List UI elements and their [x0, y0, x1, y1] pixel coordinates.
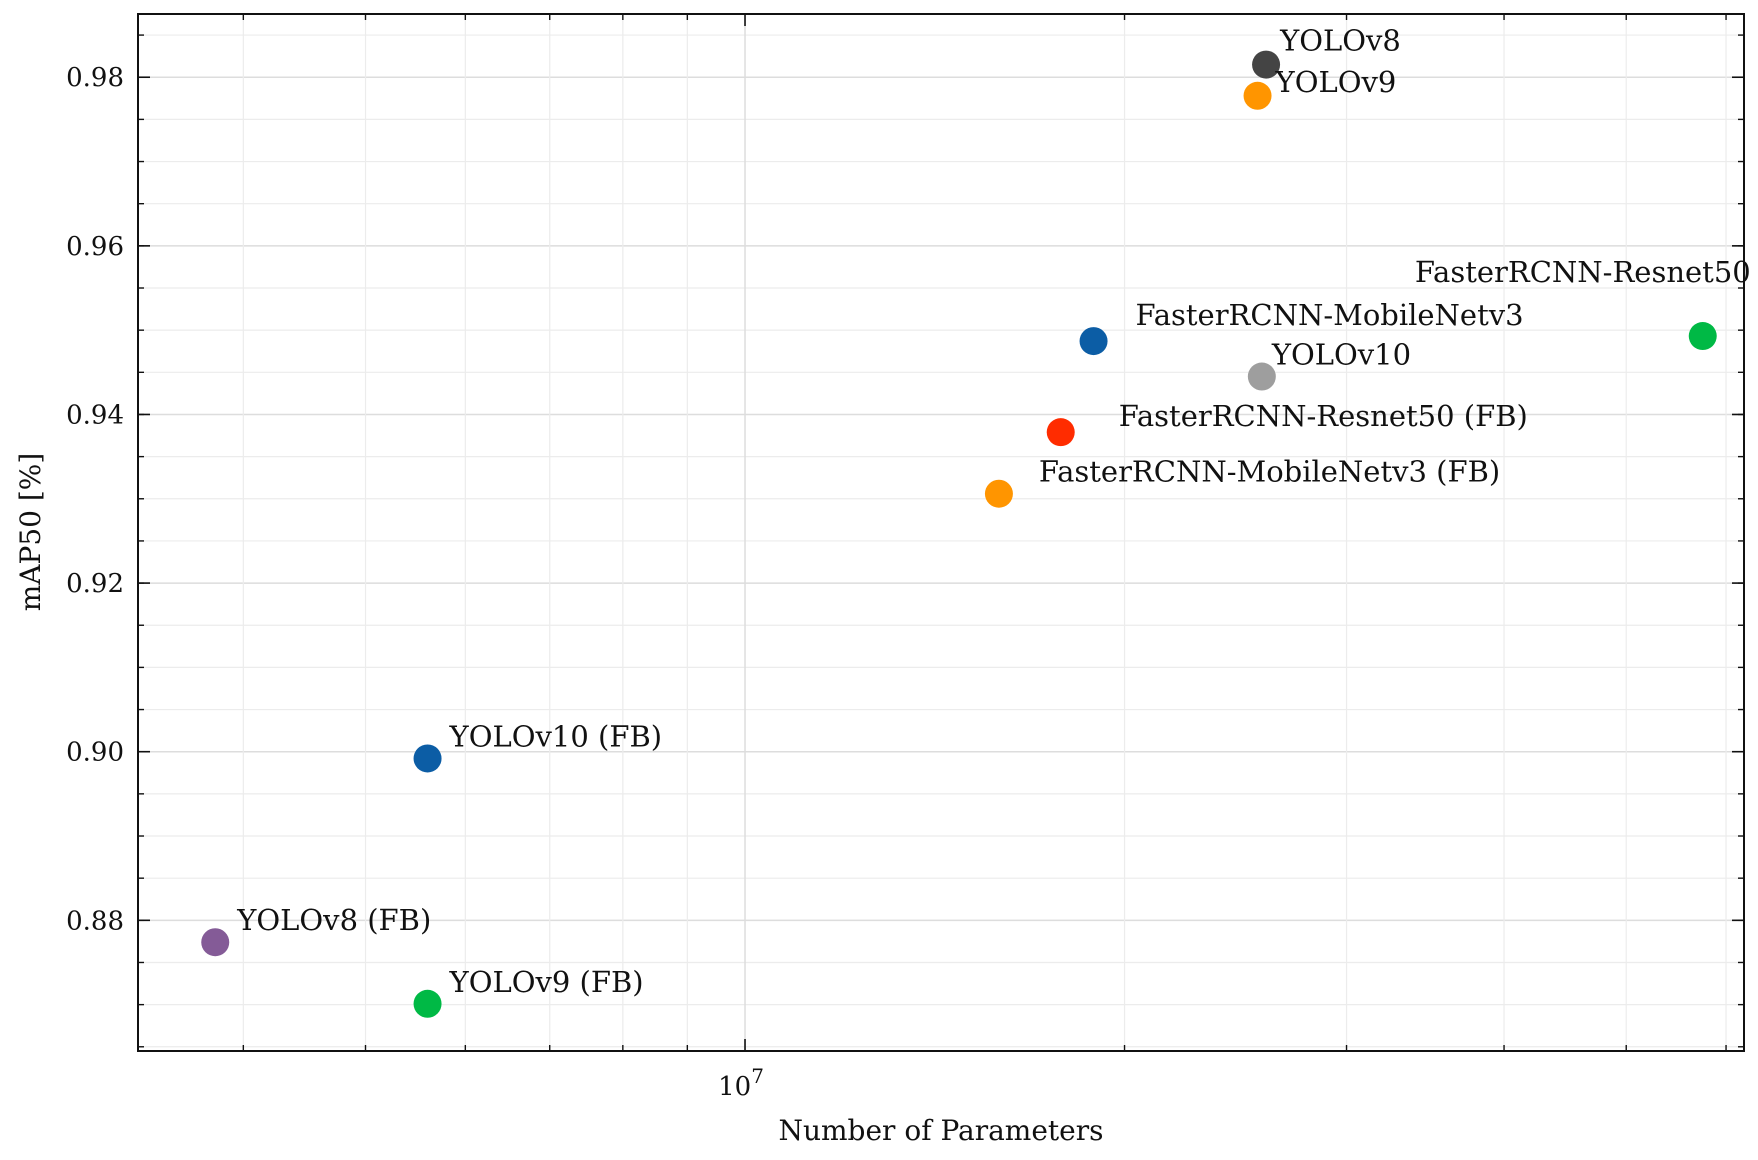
data-point: [413, 744, 442, 773]
y-tick-label: 0.92: [66, 569, 124, 599]
x-axis-title: Number of Parameters: [778, 1114, 1103, 1147]
grid-lines: [138, 14, 1744, 1051]
data-point-label: FasterRCNN-MobileNetv3 (FB): [1039, 455, 1500, 489]
y-tick-label: 0.94: [66, 400, 124, 430]
tick-labels: 0.88 0.90 0.92 0.94 0.96 0.98 107: [66, 63, 764, 1102]
y-tick-label: 0.96: [66, 232, 124, 262]
data-point: [1247, 362, 1276, 391]
y-tick-label: 0.88: [66, 906, 124, 936]
data-point-label: FasterRCNN-Resnet50 (FB): [1119, 399, 1528, 433]
data-point-label: YOLOv9 (FB): [449, 965, 644, 999]
data-point-label: YOLOv8 (FB): [236, 903, 431, 937]
data-point: [1046, 418, 1075, 447]
data-point: [413, 989, 442, 1018]
plot-frame: [137, 13, 1745, 1052]
data-point-label: FasterRCNN-MobileNetv3: [1136, 298, 1524, 332]
data-point-label: YOLOv9: [1275, 65, 1397, 99]
data-point: [1079, 327, 1108, 356]
y-tick-label: 0.98: [66, 63, 124, 93]
x-tick-label: 107: [718, 1064, 764, 1102]
data-points: [201, 50, 1717, 1018]
data-point-label: YOLOv10: [1271, 338, 1411, 372]
y-tick-label: 0.90: [66, 738, 124, 768]
data-point: [1243, 81, 1272, 110]
data-point: [984, 479, 1013, 508]
data-point-label: YOLOv8: [1279, 24, 1401, 58]
y-axis-title: mAP50 [%]: [14, 453, 47, 612]
point-labels: YOLOv8 YOLOv9 FasterRCNN-Resnet50 FasterRCN…: [236, 24, 1751, 999]
data-point: [1688, 322, 1717, 351]
data-point: [201, 928, 230, 957]
data-point-label: FasterRCNN-Resnet50: [1415, 255, 1751, 289]
data-point: [1252, 50, 1281, 79]
data-point-label: YOLOv10 (FB): [449, 719, 663, 753]
